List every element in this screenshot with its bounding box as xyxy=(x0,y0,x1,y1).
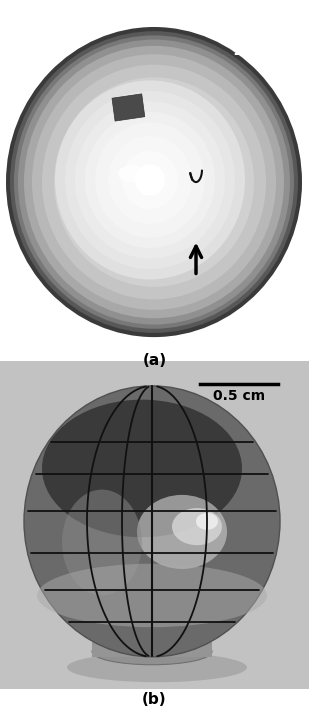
Circle shape xyxy=(14,35,294,329)
Ellipse shape xyxy=(118,165,146,182)
Circle shape xyxy=(110,136,198,228)
Text: (b): (b) xyxy=(142,692,167,707)
Circle shape xyxy=(135,164,165,195)
Text: 0.5 cm: 0.5 cm xyxy=(213,389,265,403)
Ellipse shape xyxy=(196,513,218,530)
Ellipse shape xyxy=(172,508,222,545)
Circle shape xyxy=(66,90,242,274)
Text: 1 cm: 1 cm xyxy=(233,43,274,58)
Circle shape xyxy=(10,31,298,333)
Circle shape xyxy=(75,102,225,259)
Circle shape xyxy=(108,136,192,224)
Bar xyxy=(92,630,212,657)
Circle shape xyxy=(85,112,215,248)
Text: (a): (a) xyxy=(142,353,167,368)
Circle shape xyxy=(55,81,245,280)
Circle shape xyxy=(65,91,235,269)
Circle shape xyxy=(95,123,205,238)
Ellipse shape xyxy=(92,638,212,665)
Ellipse shape xyxy=(62,490,142,596)
Circle shape xyxy=(32,54,276,310)
Ellipse shape xyxy=(92,621,212,640)
Ellipse shape xyxy=(137,495,227,569)
Ellipse shape xyxy=(37,564,267,627)
Circle shape xyxy=(148,165,156,174)
Circle shape xyxy=(6,27,302,337)
Ellipse shape xyxy=(142,167,154,176)
Bar xyxy=(112,94,145,121)
Circle shape xyxy=(80,105,228,260)
Ellipse shape xyxy=(67,653,247,682)
Circle shape xyxy=(18,40,290,324)
Circle shape xyxy=(122,151,178,209)
Circle shape xyxy=(24,386,280,657)
Circle shape xyxy=(54,77,254,287)
Circle shape xyxy=(94,119,214,245)
Circle shape xyxy=(42,65,266,299)
Ellipse shape xyxy=(42,399,242,537)
Circle shape xyxy=(24,46,284,318)
